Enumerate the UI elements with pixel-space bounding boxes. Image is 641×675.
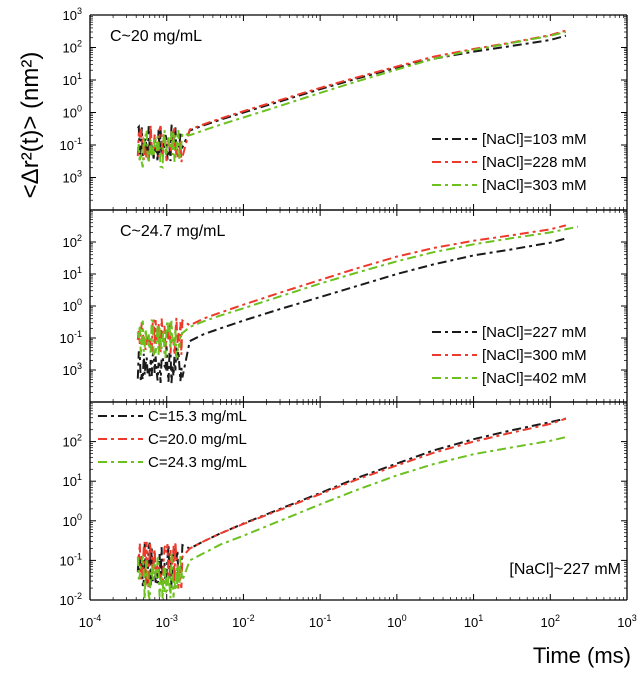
y-tick-label: 101 (63, 472, 82, 489)
x-tick-label: 10-4 (79, 613, 101, 630)
legend-label: C=15.3 mg/mL (148, 408, 247, 425)
x-tick-label: 101 (464, 613, 483, 630)
y-tick-label: 101 (63, 265, 82, 282)
x-tick-label: 10-1 (309, 613, 331, 630)
y-tick-label: 100 (63, 297, 82, 314)
legend-label: C=24.3 mg/mL (148, 454, 247, 471)
x-tick-label: 102 (541, 613, 560, 630)
x-tick-label: 100 (387, 613, 406, 630)
y-tick-label: 100 (63, 512, 82, 529)
panel-annotation: C~20 mg/mL (110, 28, 202, 45)
x-axis-label: Time (ms) (533, 643, 631, 668)
y-tick-label: 10-1 (60, 136, 82, 153)
legend-label: [NaCl]=300 mM (482, 347, 587, 364)
y-tick-label: 102 (63, 39, 82, 56)
legend-label: C=20.0 mg/mL (148, 431, 247, 448)
series-line (136, 31, 567, 170)
panel-top: 103 102 101 100 10-1 103 C~20 mg/mL [NaCl]=103 … (60, 6, 628, 211)
y-tick-label: 103 (63, 6, 82, 23)
panel-annotation: [NaCl]~227 mM (509, 561, 621, 578)
y-tick-label: 100 (63, 104, 82, 121)
y-tick-label: 103 (63, 361, 82, 378)
series-line (136, 224, 567, 356)
series-line (136, 225, 579, 360)
y-tick-label: 10-2 (60, 591, 82, 608)
y-tick-label: 10-1 (60, 329, 82, 346)
panel-middle: 102 101 100 10-1 103 C~24.7 mg/mL [NaCl]=227 m… (60, 209, 628, 403)
y-tick-label: 10-1 (60, 551, 82, 568)
panel-bottom: 102 101 100 10-1 10-2 [NaCl]~227 mM C=15.3 mg/… (60, 401, 628, 608)
panels: 103 102 101 100 10-1 103 C~20 mg/mL [NaCl]=103 … (60, 6, 637, 630)
y-tick-label: 102 (63, 233, 82, 250)
series-line (136, 417, 567, 589)
legend-label: [NaCl]=228 mM (482, 154, 587, 171)
y-tick-label: 101 (63, 71, 82, 88)
legend-label: [NaCl]=103 mM (482, 131, 587, 148)
x-tick-label: 103 (617, 613, 636, 630)
legend-label: [NaCl]=303 mM (482, 177, 587, 194)
series-line (136, 436, 567, 600)
y-tick-label: 102 (63, 433, 82, 450)
legend-label: [NaCl]=227 mM (482, 324, 587, 341)
y-tick-label: 103 (63, 169, 82, 186)
legend-label: [NaCl]=402 mM (482, 370, 587, 387)
y-axis-label: <Δr²(t)> (nm²) (17, 52, 44, 199)
panel-annotation: C~24.7 mg/mL (120, 223, 225, 240)
x-tick-label: 10-2 (232, 613, 254, 630)
x-tick-label: 10-3 (155, 613, 177, 630)
